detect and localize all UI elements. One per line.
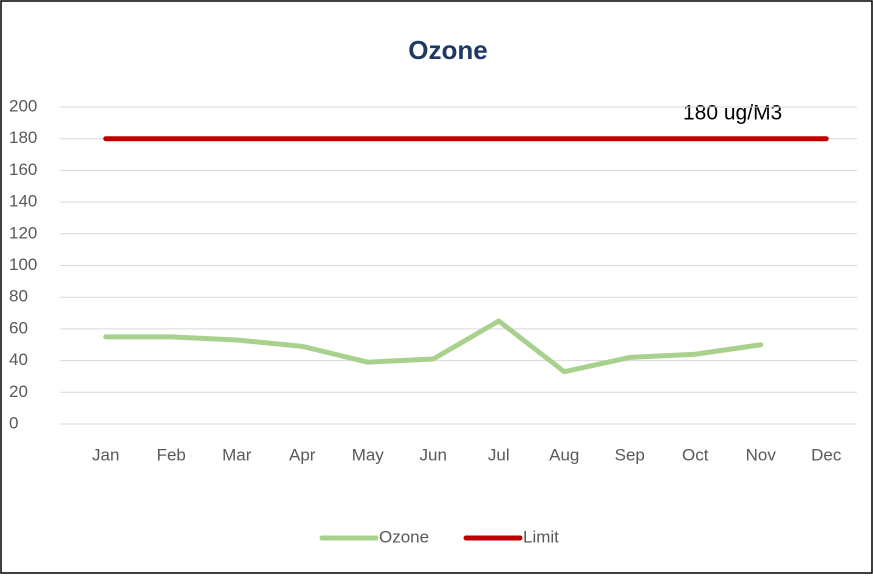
- x-tick-label: Mar: [222, 445, 252, 464]
- x-tick-label: Apr: [289, 445, 316, 464]
- y-tick-label: 60: [9, 318, 28, 337]
- x-tick-label: Sep: [615, 445, 645, 464]
- y-tick-label: 0: [9, 413, 18, 432]
- x-tick-label: Nov: [746, 445, 777, 464]
- y-tick-label: 80: [9, 287, 28, 306]
- y-tick-label: 120: [9, 223, 37, 242]
- y-tick-label: 200: [9, 96, 37, 115]
- x-tick-label: Jun: [420, 445, 447, 464]
- x-tick-label: Dec: [811, 445, 842, 464]
- x-tick-label: Jan: [92, 445, 119, 464]
- y-tick-label: 100: [9, 255, 37, 274]
- chart-title: Ozone: [408, 35, 487, 65]
- x-tick-label: Jul: [488, 445, 510, 464]
- legend-label: Limit: [523, 527, 559, 546]
- legend-label: Ozone: [379, 527, 429, 546]
- x-tick-label: Aug: [549, 445, 579, 464]
- y-tick-label: 180: [9, 128, 37, 147]
- y-tick-label: 140: [9, 192, 37, 211]
- x-tick-label: May: [352, 445, 385, 464]
- y-tick-label: 160: [9, 160, 37, 179]
- x-tick-label: Feb: [157, 445, 186, 464]
- line-series: [103, 318, 764, 375]
- x-tick-label: Oct: [682, 445, 709, 464]
- annotation: 180 ug/M3: [683, 102, 782, 125]
- y-tick-label: 40: [9, 350, 28, 369]
- y-tick-label: 20: [9, 382, 28, 401]
